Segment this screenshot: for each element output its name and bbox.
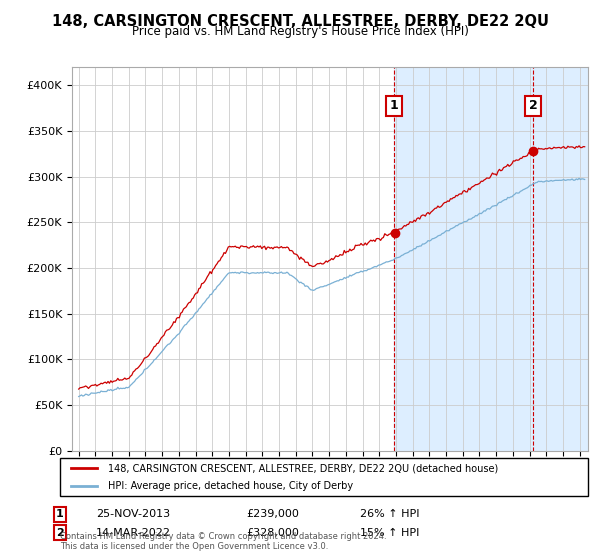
Text: 1: 1	[390, 99, 398, 112]
Text: 1: 1	[56, 509, 64, 519]
Text: 148, CARSINGTON CRESCENT, ALLESTREE, DERBY, DE22 2QU (detached house): 148, CARSINGTON CRESCENT, ALLESTREE, DER…	[107, 463, 498, 473]
Text: £328,000: £328,000	[246, 528, 299, 538]
Text: 25-NOV-2013: 25-NOV-2013	[96, 509, 170, 519]
FancyBboxPatch shape	[60, 458, 588, 496]
Text: 2: 2	[56, 528, 64, 538]
Text: 26% ↑ HPI: 26% ↑ HPI	[360, 509, 419, 519]
Text: 2: 2	[529, 99, 537, 112]
Text: £239,000: £239,000	[246, 509, 299, 519]
Text: 14-MAR-2022: 14-MAR-2022	[96, 528, 171, 538]
Text: 15% ↑ HPI: 15% ↑ HPI	[360, 528, 419, 538]
Bar	[394, 67, 600, 451]
Text: 148, CARSINGTON CRESCENT, ALLESTREE, DERBY, DE22 2QU: 148, CARSINGTON CRESCENT, ALLESTREE, DER…	[52, 14, 548, 29]
Text: HPI: Average price, detached house, City of Derby: HPI: Average price, detached house, City…	[107, 481, 353, 491]
Text: Price paid vs. HM Land Registry's House Price Index (HPI): Price paid vs. HM Land Registry's House …	[131, 25, 469, 38]
Text: Contains HM Land Registry data © Crown copyright and database right 2024.
This d: Contains HM Land Registry data © Crown c…	[60, 531, 386, 551]
